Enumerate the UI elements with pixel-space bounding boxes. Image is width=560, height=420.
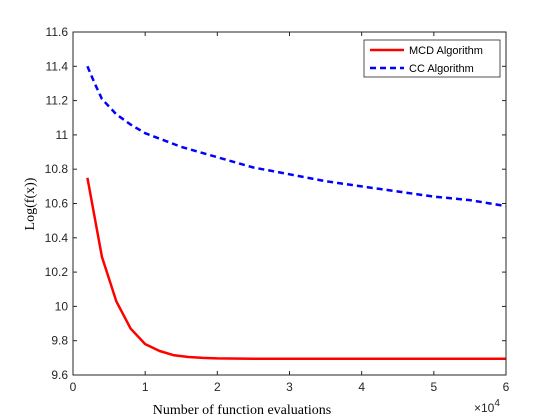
x-ticks: 0 1 2 3 4 5 6	[70, 32, 510, 394]
x-tick-label: 0	[70, 380, 77, 394]
x-tick-label: 2	[214, 380, 221, 394]
legend-label-mcd: MCD Algorithm	[409, 45, 483, 57]
legend: MCD Algorithm CC Algorithm	[363, 39, 501, 78]
legend-box	[363, 39, 501, 78]
x-exponent-power: 4	[494, 398, 500, 409]
series-line-mcd	[86, 177, 506, 360]
y-tick-label: 9.6	[51, 368, 68, 382]
plot-area	[73, 32, 506, 375]
x-tick-label: 1	[142, 380, 149, 394]
y-tick-label: 11.6	[46, 25, 69, 39]
x-tick-label: 5	[430, 380, 437, 394]
x-tick-label: 3	[286, 380, 293, 394]
x-tick-label: 4	[358, 380, 365, 394]
y-tick-label: 10.6	[45, 197, 69, 211]
y-tick-label: 10.8	[45, 162, 69, 176]
x-axis-exponent: ×104	[474, 398, 500, 415]
y-tick-label: 10	[55, 299, 69, 313]
y-tick-label: 11	[56, 128, 69, 142]
x-exponent-base: ×10	[474, 401, 495, 415]
x-axis-label: Number of function evaluations	[153, 403, 331, 418]
y-tick-label: 10.2	[45, 265, 69, 279]
x-tick-label: 6	[503, 380, 510, 394]
y-tick-label: 11.2	[46, 94, 69, 108]
y-tick-label: 11.4	[46, 59, 69, 73]
series-layer	[86, 65, 507, 360]
y-axis-label: Log(f(x))	[23, 177, 38, 230]
y-tick-label: 9.8	[51, 334, 68, 348]
y-tick-label: 10.4	[45, 231, 69, 245]
legend-label-cc: CC Algorithm	[409, 63, 474, 75]
y-ticks: 9.6 9.8 10 10.2 10.4 10.6 10.8 11 11.2 11.4 11.6	[45, 25, 506, 382]
